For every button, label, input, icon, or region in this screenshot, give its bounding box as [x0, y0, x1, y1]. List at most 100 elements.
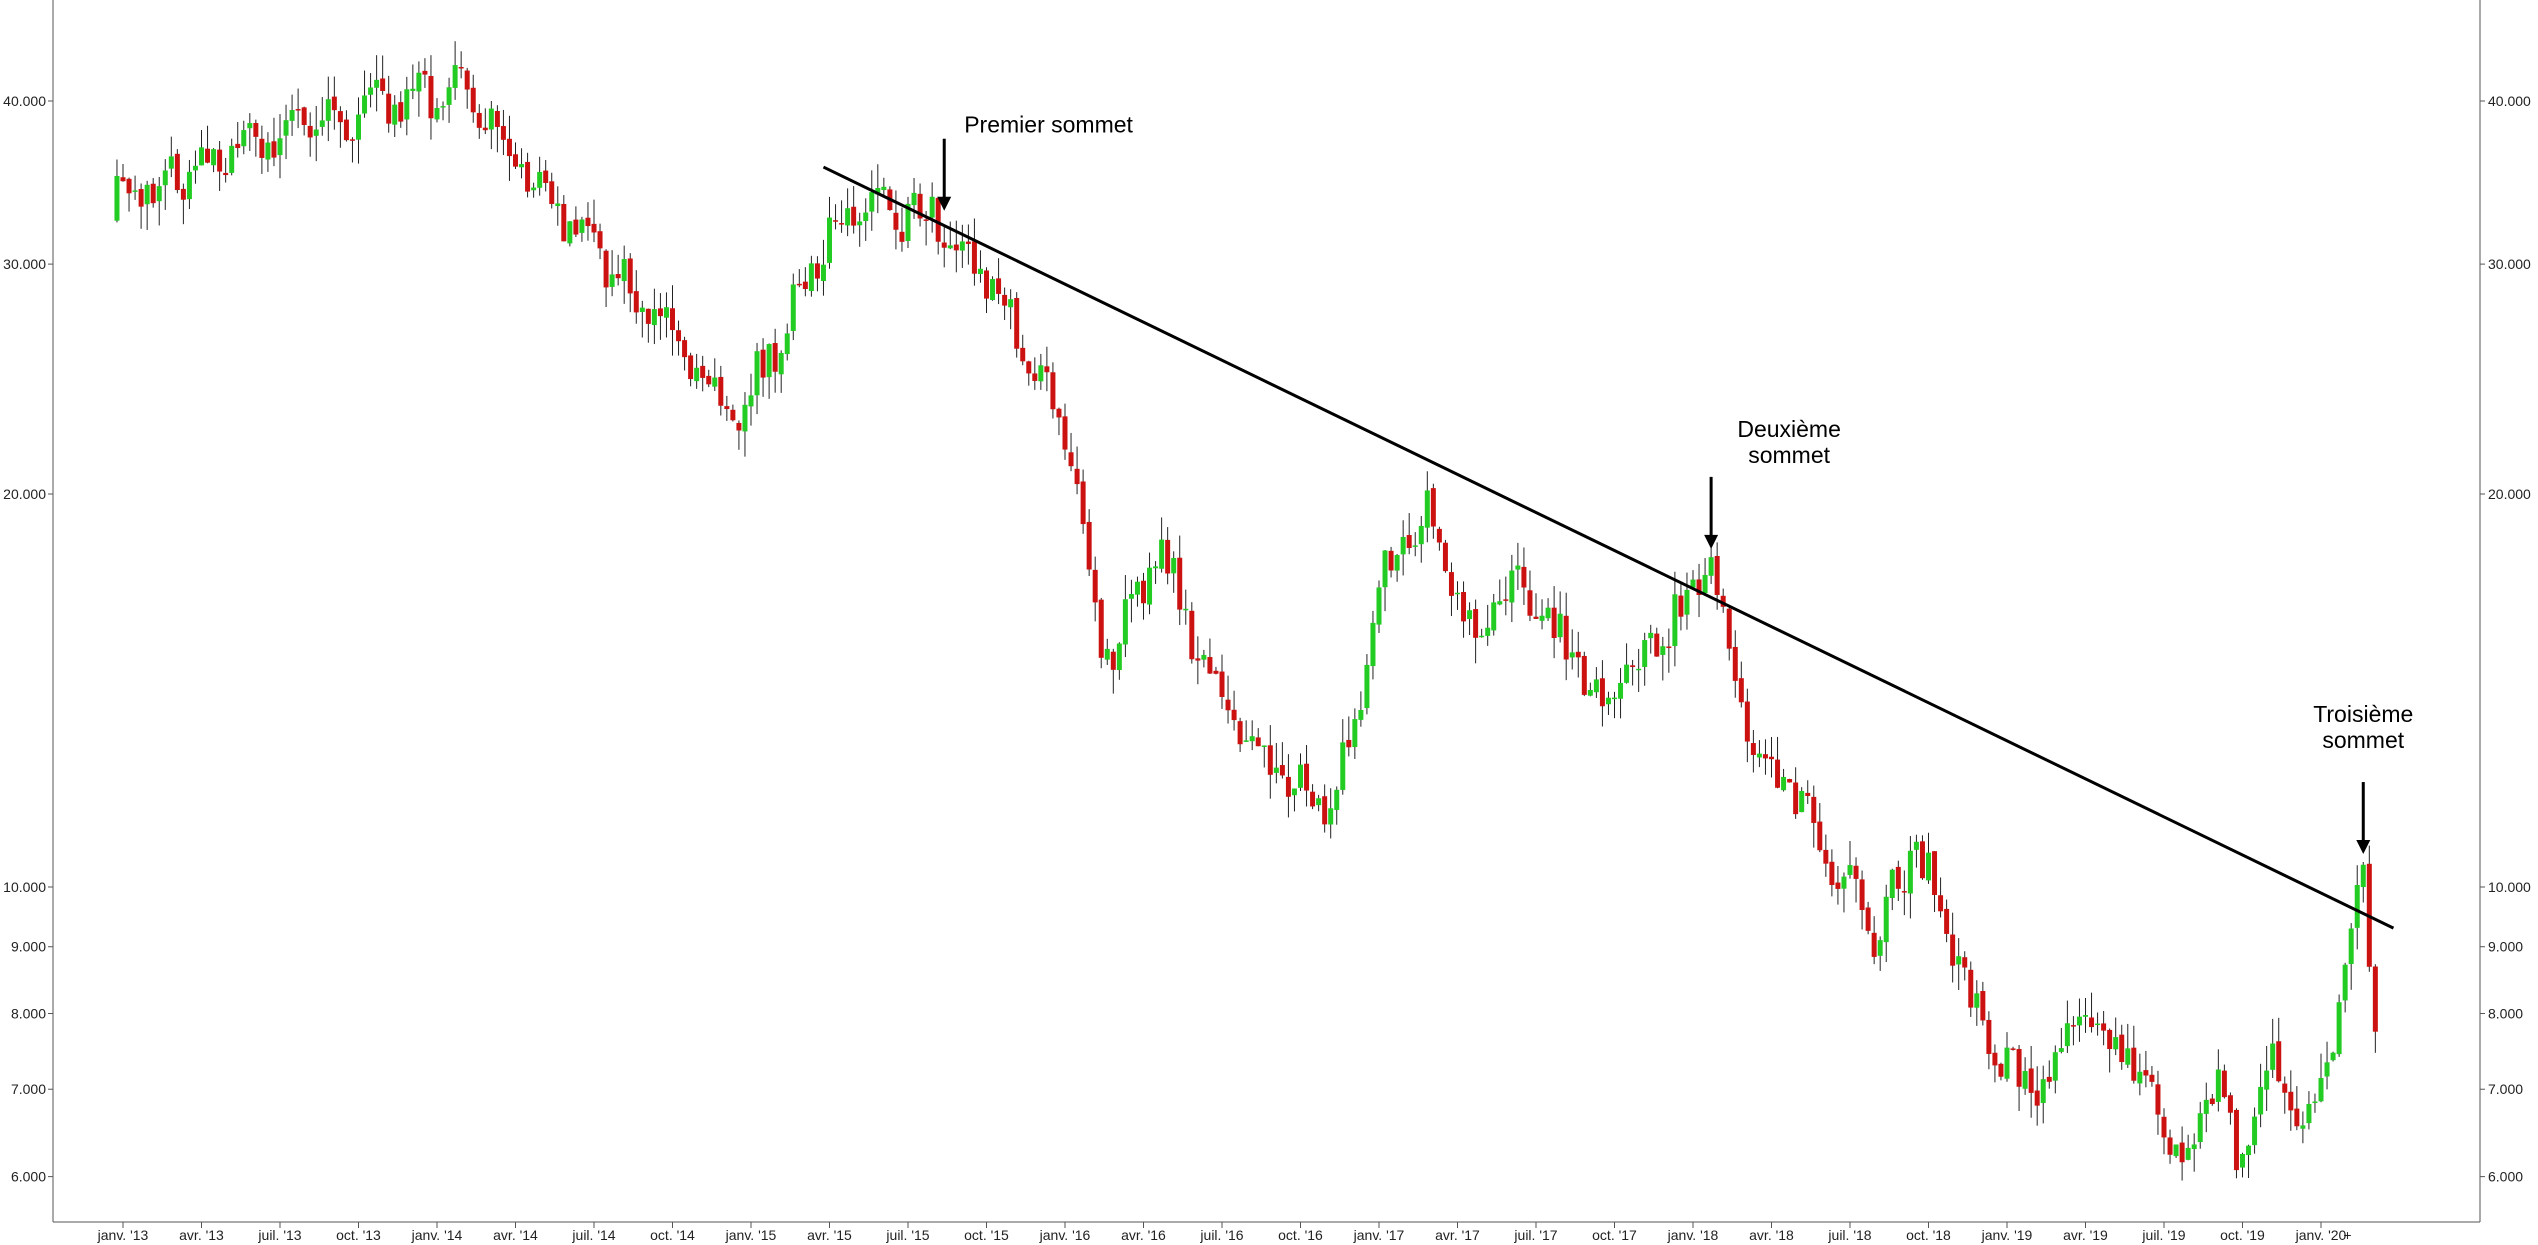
axes-group: 40.000 40.000 30.000 30.000 20.000 20.000 10.0…	[3, 0, 2531, 1243]
candle-body-down	[476, 112, 482, 128]
candle-body-up	[114, 175, 120, 221]
x-tick-label: janv. '15	[725, 1227, 777, 1243]
candle	[1865, 901, 1871, 935]
candle	[247, 113, 253, 151]
candle	[1515, 542, 1521, 590]
candle-body-up	[1479, 635, 1485, 638]
candle	[2318, 1053, 2324, 1103]
candle	[120, 164, 126, 182]
candle	[1563, 592, 1569, 681]
candle	[2016, 1044, 2022, 1111]
candle-body-down	[1944, 908, 1950, 934]
candle	[784, 323, 790, 361]
candle	[1328, 788, 1334, 839]
candle-body-down	[839, 223, 845, 225]
candle-body-down	[1430, 488, 1436, 527]
candle-body-down	[1225, 699, 1231, 711]
candle	[1877, 936, 1883, 971]
candle-body-up	[845, 208, 851, 226]
candle	[1273, 743, 1279, 784]
candle	[1346, 716, 1352, 757]
candle-body-down	[2028, 1068, 2034, 1093]
candle-body-up	[1298, 764, 1303, 788]
candle	[253, 119, 259, 157]
candle-body-down	[688, 355, 694, 380]
candle	[633, 270, 639, 324]
candle-body-up	[452, 65, 458, 88]
candle	[343, 110, 349, 142]
x-tick-label: janv. '19	[1981, 1227, 2033, 1243]
candle-body-up	[325, 99, 331, 121]
candle	[1014, 292, 1020, 358]
candle-body-down	[573, 219, 579, 235]
x-tick-label: janv. '18	[1667, 1227, 1719, 1243]
candle	[446, 77, 452, 123]
candle	[211, 148, 217, 173]
candle-body-down	[337, 111, 343, 123]
candle-body-up	[247, 123, 253, 129]
candle-body-up	[1636, 668, 1642, 671]
candle-body-up	[2324, 1062, 2330, 1077]
candle-body-down	[971, 241, 977, 274]
candle	[295, 88, 301, 129]
candle-body-up	[434, 107, 440, 120]
candle	[531, 182, 537, 198]
x-tick-label: oct. '14	[650, 1227, 695, 1243]
candle	[1430, 483, 1436, 539]
candle	[458, 51, 464, 79]
candle-body-up	[156, 186, 162, 202]
candle	[1207, 638, 1213, 674]
candle-body-down	[1237, 721, 1243, 745]
candle	[144, 180, 150, 230]
candle	[2354, 865, 2360, 950]
candle	[2203, 1082, 2209, 1133]
candle	[229, 138, 235, 176]
candle	[1255, 728, 1261, 747]
candle-body-down	[1141, 580, 1146, 604]
candle-body-up	[2004, 1047, 2010, 1079]
candle	[1352, 708, 1358, 759]
candle-body-down	[1980, 991, 1986, 1021]
candle-body-up	[663, 307, 669, 318]
candle-body-down	[591, 223, 597, 233]
candle-body-up	[1708, 557, 1714, 576]
candle-body-up	[567, 221, 573, 244]
candle	[2330, 1051, 2336, 1062]
candle-body-down	[1533, 616, 1539, 619]
annotation-arrow-head	[937, 196, 952, 211]
candle	[1841, 872, 1847, 913]
candle-body-up	[1358, 709, 1364, 720]
candle	[1593, 667, 1599, 698]
annotation-label: Deuxième	[1737, 416, 1841, 442]
candle	[319, 97, 325, 136]
candle-body-up	[1587, 690, 1593, 696]
x-tick-label: oct. '19	[2220, 1227, 2265, 1243]
candle-body-down	[1630, 665, 1636, 668]
candle	[802, 267, 808, 297]
candle-body-down	[1919, 841, 1925, 879]
candle	[241, 120, 247, 155]
candle	[567, 221, 573, 247]
candle	[827, 196, 832, 269]
candle-body-up	[1147, 567, 1153, 605]
candle	[2083, 997, 2088, 1033]
candle-body-down	[682, 340, 688, 358]
candle	[935, 196, 941, 255]
candle-body-up	[2095, 1023, 2101, 1026]
candle-body-up	[1340, 742, 1346, 790]
candle	[259, 125, 265, 174]
candle-body-down	[1032, 373, 1038, 381]
candle	[1020, 334, 1026, 366]
candle	[905, 196, 911, 248]
candle-body-up	[2270, 1043, 2276, 1070]
candle-body-down	[1062, 416, 1068, 450]
candle	[2155, 1070, 2161, 1135]
candle-body-down	[1762, 754, 1768, 759]
y-tick-label-left: 8.000	[11, 1006, 46, 1022]
candle-body-down	[253, 122, 259, 137]
candle-body-down	[2149, 1074, 2155, 1082]
candle	[1455, 581, 1460, 610]
candle-body-up	[947, 245, 953, 249]
candle	[724, 395, 730, 421]
